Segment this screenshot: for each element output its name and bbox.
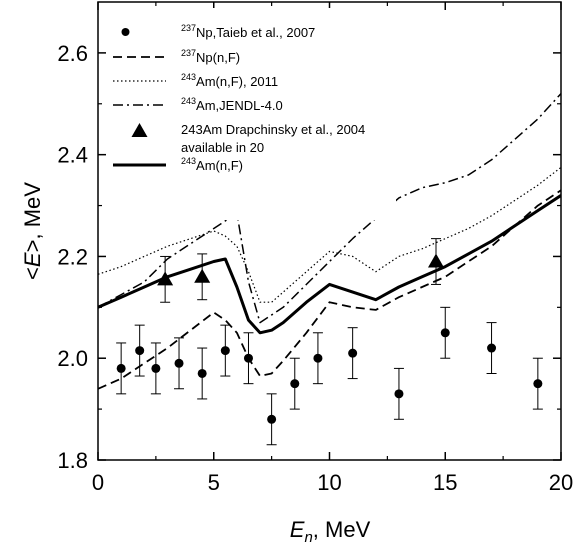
legend-label-text: Am(n,F), 2011 xyxy=(196,74,278,89)
x-tick-label: 20 xyxy=(549,470,573,495)
y-tick-label: 2.0 xyxy=(57,346,88,371)
circle-point xyxy=(313,353,323,363)
circle-point xyxy=(116,363,126,373)
legend-label-superscript: 243 xyxy=(181,72,196,82)
x-tick-label: 15 xyxy=(433,470,457,495)
series-line-np_nf xyxy=(98,189,561,390)
legend-label-text: Np,Taieb et al., 2007 xyxy=(196,25,315,40)
legend-label-superscript: 243 xyxy=(181,156,196,166)
triangle-point xyxy=(427,253,444,268)
legend-label: 237Np(n,F) xyxy=(181,48,240,65)
circle-point xyxy=(348,348,358,358)
plot-area xyxy=(98,93,561,446)
legend-label: 243Am(n,F) xyxy=(181,156,243,173)
circle-point xyxy=(220,346,230,356)
legend-label-superscript: 237 xyxy=(181,48,196,58)
series-line-am_jendl xyxy=(98,93,561,324)
circle-point xyxy=(440,328,450,338)
x-tick-label: 5 xyxy=(208,470,220,495)
legend-label-superscript: 243 xyxy=(181,96,196,106)
legend-item-np_nf: 237Np(n,F) xyxy=(113,48,240,65)
legend-label-text: Np(n,F) xyxy=(196,50,240,65)
legend-label: 237Np,Taieb et al., 2007 xyxy=(181,23,315,40)
y-tick-label: 2.2 xyxy=(57,244,88,269)
circle-point xyxy=(174,358,184,368)
circle-point xyxy=(394,389,404,399)
legend-label-text: Am,JENDL-4.0 xyxy=(196,98,283,113)
x-tick-label: 0 xyxy=(92,470,104,495)
legend-label-superscript: 237 xyxy=(181,23,196,33)
legend-label-line2: available in 20 xyxy=(181,140,264,155)
y-tick-label: 2.4 xyxy=(57,143,88,168)
legend-item-am_2011: 243Am(n,F), 2011 xyxy=(113,72,278,89)
circle-point xyxy=(135,346,145,356)
y-tick-label: 1.8 xyxy=(57,448,88,473)
triangle-point xyxy=(194,268,211,283)
x-tick-label: 10 xyxy=(317,470,341,495)
series-line-am_nf xyxy=(98,194,561,335)
legend-circle-marker xyxy=(121,28,130,36)
circle-point xyxy=(197,368,207,378)
y-axis-title: <E>, MeV xyxy=(20,182,45,280)
circle-point xyxy=(151,363,161,373)
legend-item-np_taieb: 237Np,Taieb et al., 2007 xyxy=(121,23,315,40)
legend-label-text: Am(n,F) xyxy=(196,158,243,173)
y-tick-label: 2.6 xyxy=(57,41,88,66)
legend-label: 243Am(n,F), 2011 xyxy=(181,72,278,89)
legend-background xyxy=(106,8,396,220)
legend-label: 243Am Drapchinsky et al., 2004 xyxy=(181,122,365,137)
x-axis-title: En, MeV xyxy=(290,517,371,546)
legend-item-am_nf: 243Am(n,F) xyxy=(113,156,243,173)
legend-label: 243Am,JENDL-4.0 xyxy=(181,96,283,113)
circle-point xyxy=(290,379,300,389)
legend-triangle-marker xyxy=(131,123,148,137)
legend-item-am_drapchinsky: 243Am Drapchinsky et al., 2004 available … xyxy=(131,122,365,155)
axes-layer: 0 5 10 15 20 1.8 2.0 2.2 2.4 2.6 xyxy=(57,2,573,495)
circle-point xyxy=(267,414,277,424)
circle-point xyxy=(487,343,497,353)
circle-point xyxy=(533,379,543,389)
legend: 237Np,Taieb et al., 2007237Np(n,F)243Am(… xyxy=(106,8,396,220)
series-layer xyxy=(98,93,561,446)
legend-item-am_jendl: 243Am,JENDL-4.0 xyxy=(113,96,283,113)
